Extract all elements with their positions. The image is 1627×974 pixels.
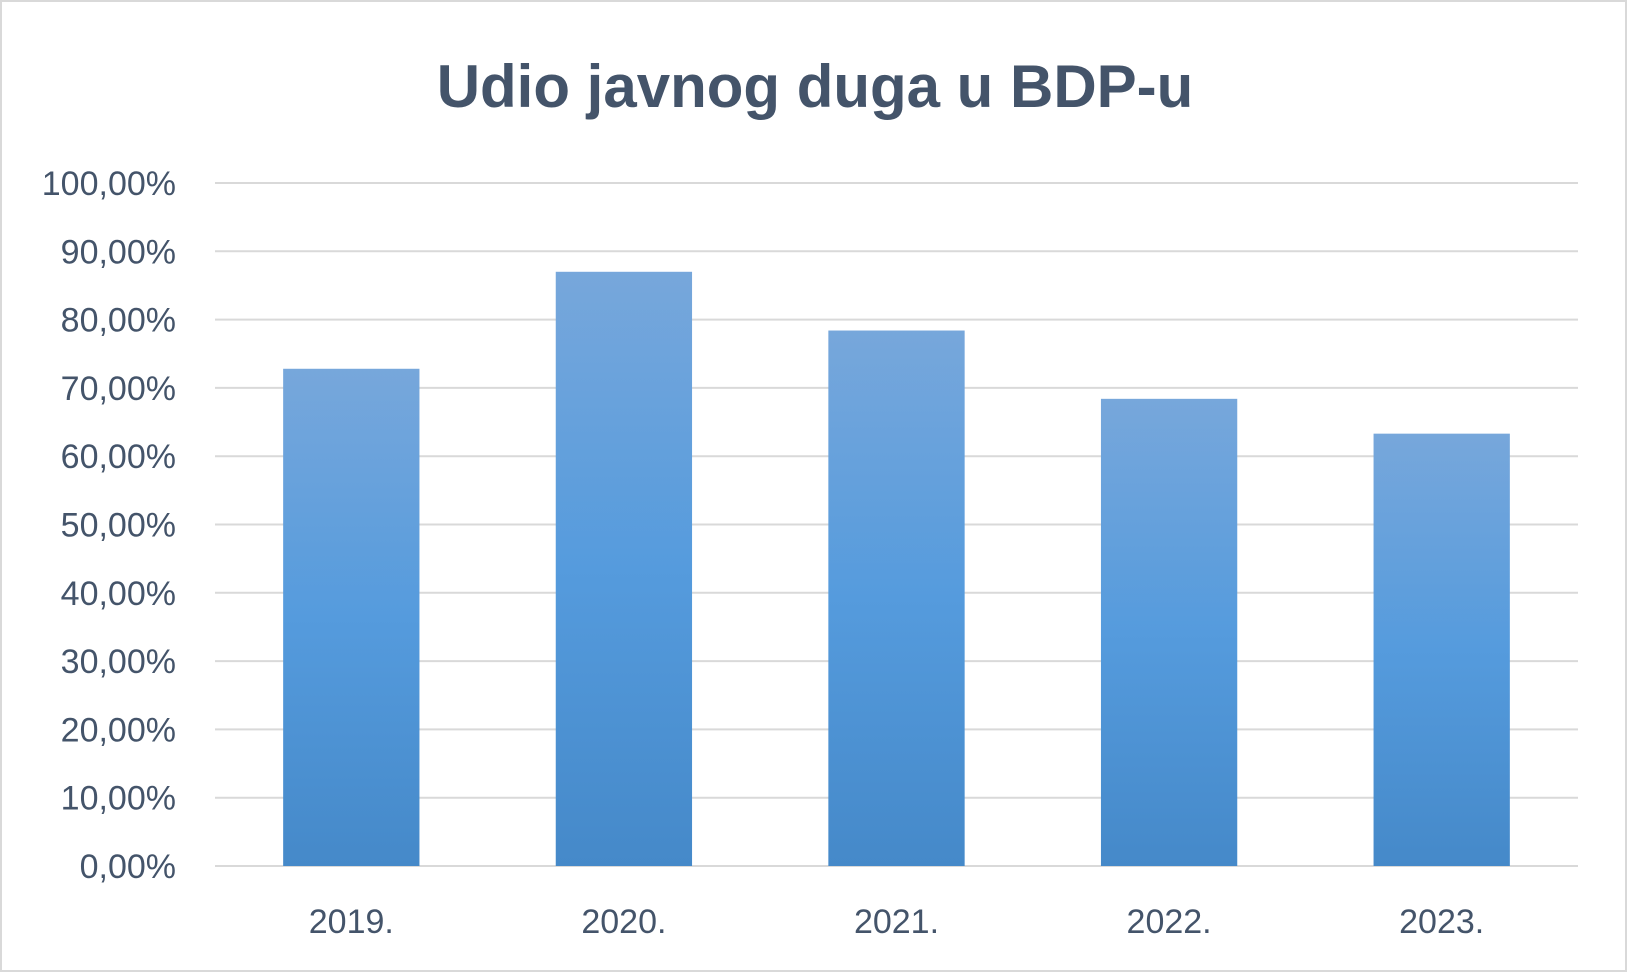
bar-2023 — [1373, 433, 1510, 866]
bar-2019 — [283, 368, 420, 866]
bar-2022 — [1100, 398, 1238, 866]
x-tick-label: 2019. — [309, 903, 394, 941]
x-tick-label: 2023. — [1399, 903, 1484, 941]
x-tick-label: 2022. — [1127, 903, 1212, 941]
y-tick-label: 20,00% — [61, 711, 176, 749]
y-tick-label: 90,00% — [61, 233, 176, 271]
chart-title: Udio javnog duga u BDP-u — [437, 53, 1194, 120]
bars — [283, 271, 1510, 866]
bar-2021 — [828, 330, 965, 866]
y-tick-label: 50,00% — [61, 507, 176, 545]
y-tick-label: 40,00% — [61, 575, 176, 613]
y-tick-label: 60,00% — [61, 438, 176, 476]
y-tick-label: 80,00% — [61, 302, 176, 340]
x-axis-ticks: 2019. 2020. 2021. 2022. 2023. — [309, 903, 1484, 941]
y-tick-label: 10,00% — [61, 780, 176, 818]
bar-2020 — [555, 271, 693, 866]
y-tick-label: 30,00% — [61, 643, 176, 681]
y-tick-label: 0,00% — [80, 848, 176, 886]
y-tick-label: 70,00% — [61, 370, 176, 408]
y-tick-label: 100,00% — [42, 165, 176, 203]
y-axis-ticks: 0,00% 10,00% 20,00% 30,00% 40,00% 50,00% 60,00… — [42, 165, 176, 886]
x-tick-label: 2021. — [854, 903, 939, 941]
x-tick-label: 2020. — [581, 903, 666, 941]
